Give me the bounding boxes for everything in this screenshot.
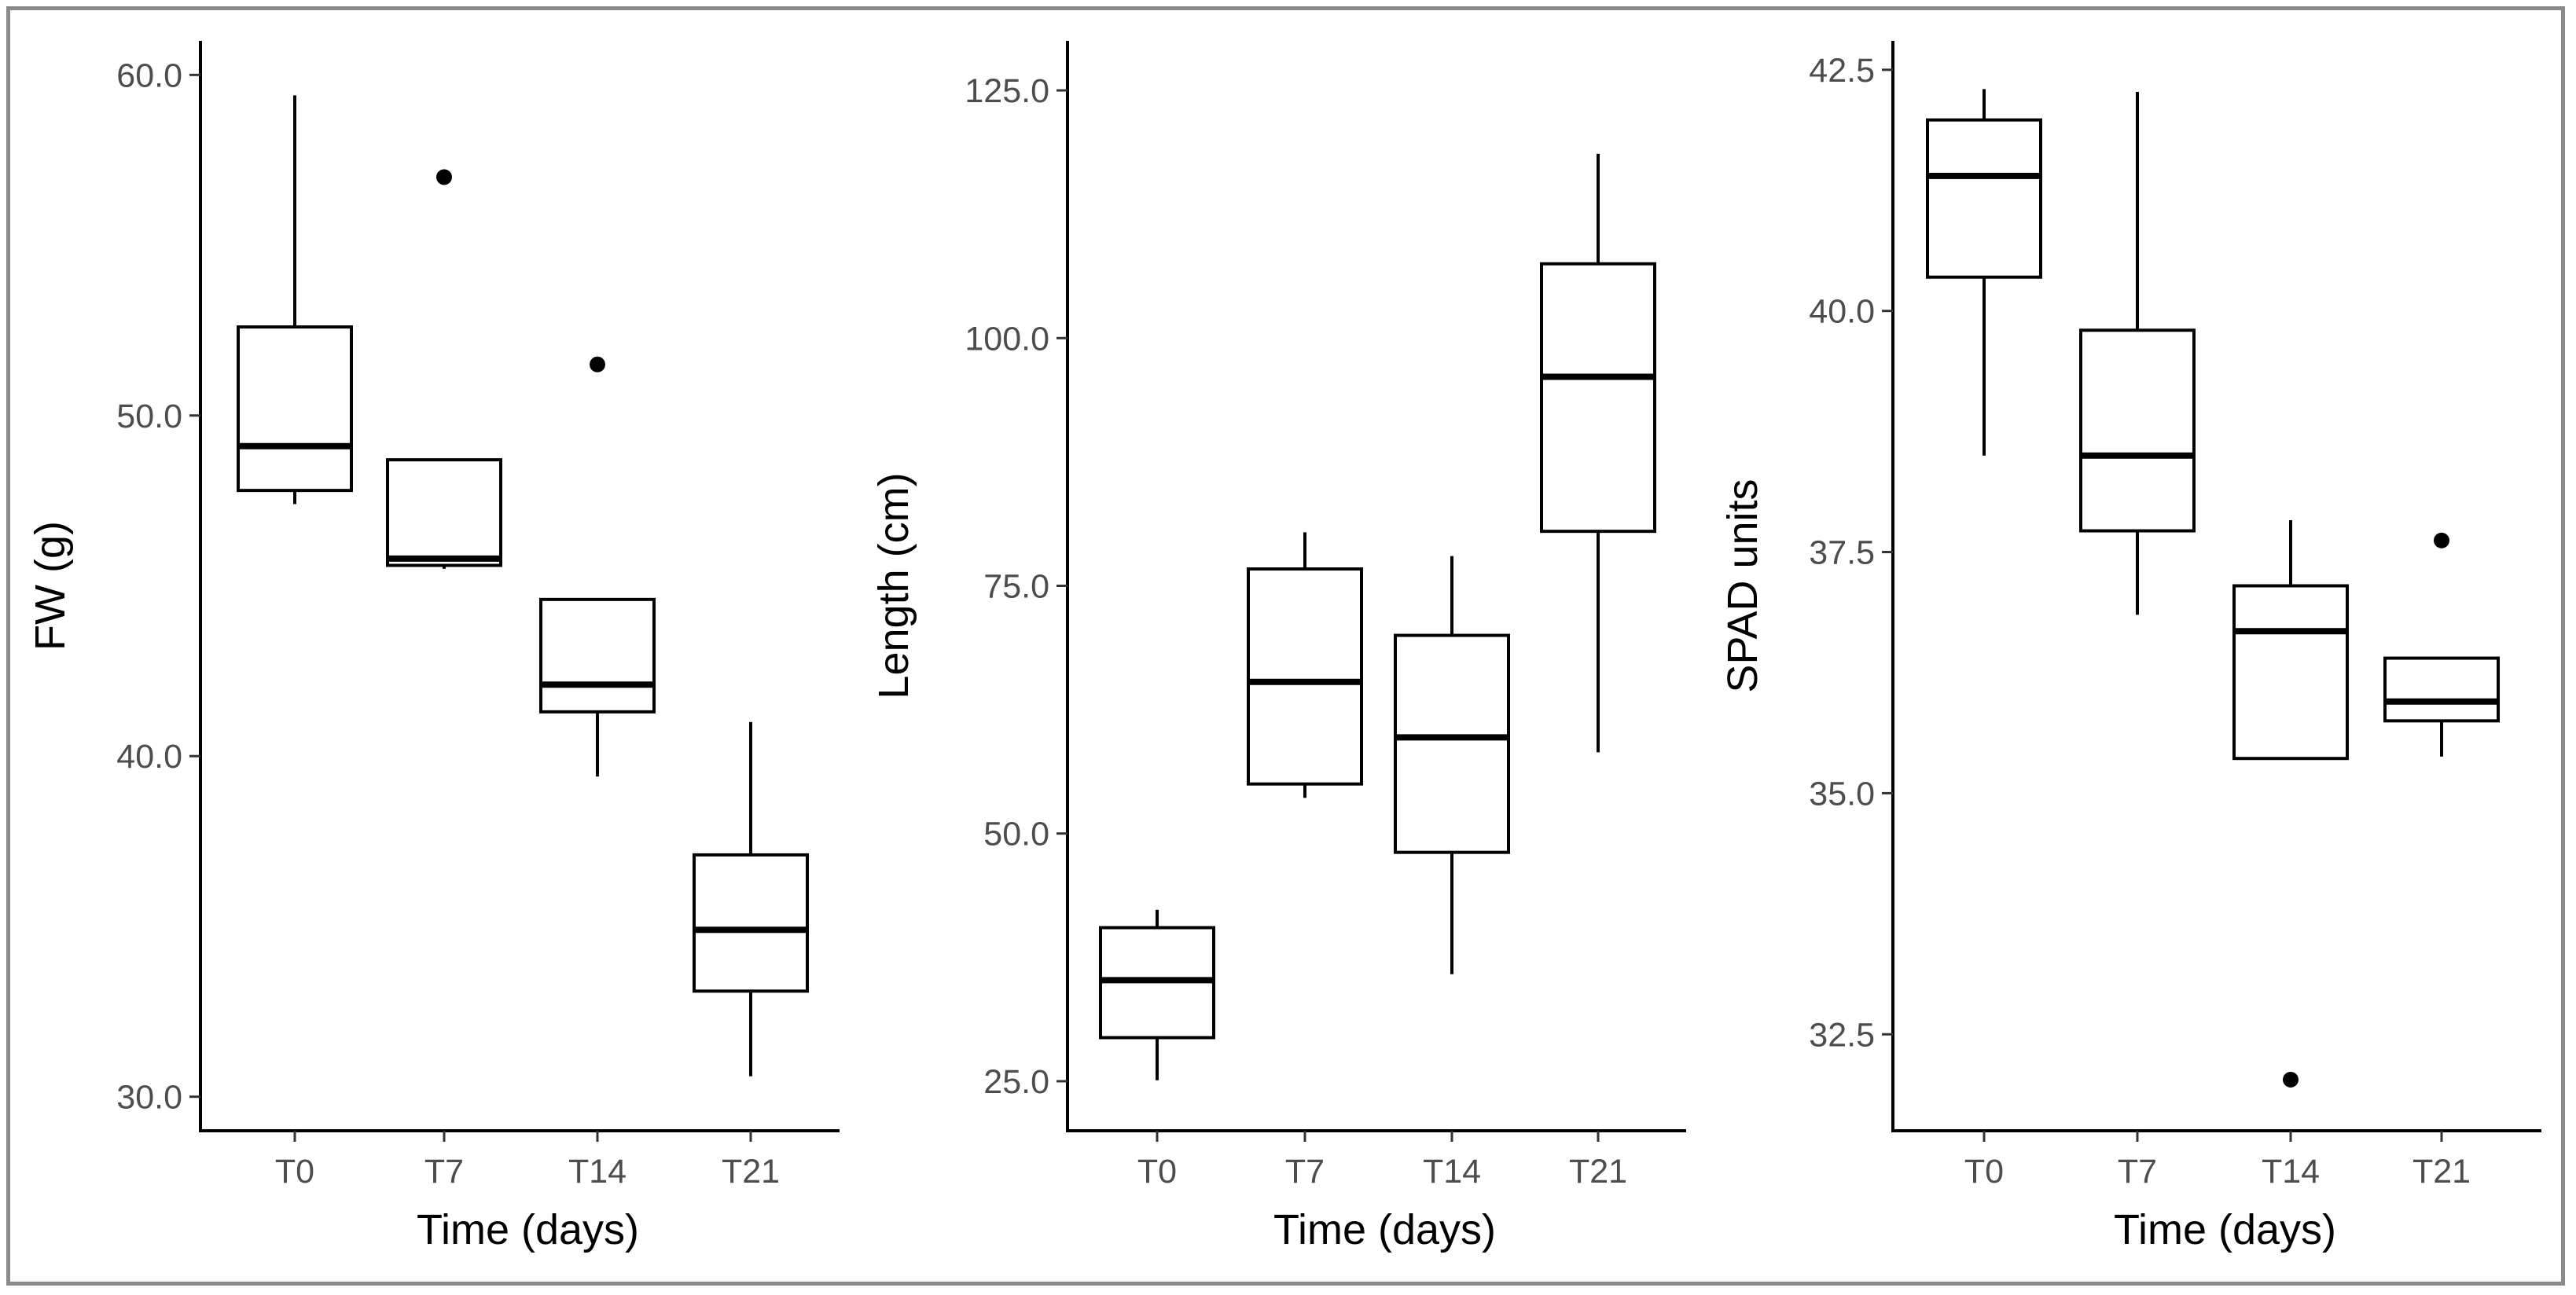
panel3-box-t21-body bbox=[2383, 656, 2500, 723]
panel1-y-tick-label: 40.0 bbox=[116, 738, 182, 776]
panel2-box-t7-body bbox=[1247, 567, 1363, 786]
panel2-x-axis-title: Time (days) bbox=[1273, 1206, 1496, 1253]
panel3-box-t14-body bbox=[2232, 584, 2349, 761]
panel3-box-t0-body bbox=[1926, 118, 2042, 279]
panel1-box-t14-outlier bbox=[590, 356, 605, 372]
panel1-box-t7-body bbox=[386, 458, 502, 567]
panel1-y-tick-label: 30.0 bbox=[116, 1079, 182, 1117]
panel1-x-tick-label: T14 bbox=[568, 1153, 627, 1190]
panel3-x-axis-title: Time (days) bbox=[2114, 1206, 2336, 1253]
panel3-y-tick-label: 42.5 bbox=[1809, 52, 1875, 90]
panel1-y-axis-title: FW (g) bbox=[27, 521, 74, 651]
panel3-y-tick-label: 32.5 bbox=[1809, 1016, 1875, 1054]
panel3-y-tick-label: 37.5 bbox=[1809, 534, 1875, 572]
panel3-x-tick-label: T14 bbox=[2262, 1153, 2320, 1190]
panel3-y-tick-label: 35.0 bbox=[1809, 775, 1875, 813]
panel2-x-tick-label: T0 bbox=[1137, 1153, 1177, 1190]
panel1-box-t14-body bbox=[539, 597, 656, 714]
panel1-y-tick-label: 60.0 bbox=[116, 57, 182, 94]
panel2-y-tick-label: 50.0 bbox=[983, 816, 1049, 853]
panel3-y-axis-title: SPAD units bbox=[1719, 479, 1766, 692]
panel1-x-tick-label: T7 bbox=[424, 1153, 464, 1190]
panel3-y-tick-label: 40.0 bbox=[1809, 293, 1875, 331]
panel3-box-t7-body bbox=[2079, 328, 2196, 533]
panel3-box-t14-outlier bbox=[2283, 1071, 2299, 1088]
panel2-box-t14-body bbox=[1394, 633, 1510, 854]
panel3-box-t21-outlier bbox=[2434, 532, 2449, 548]
panel2-y-tick-label: 25.0 bbox=[983, 1063, 1049, 1101]
panel2-x-tick-label: T21 bbox=[1569, 1153, 1627, 1190]
panel1-x-tick-label: T0 bbox=[275, 1153, 314, 1190]
panel2-x-tick-label: T14 bbox=[1423, 1153, 1481, 1190]
panel1-box-t7-outlier bbox=[436, 169, 452, 185]
panel2-y-tick-label: 75.0 bbox=[983, 568, 1049, 606]
panel3-x-tick-label: T7 bbox=[2118, 1153, 2157, 1190]
panel2-x-tick-label: T7 bbox=[1285, 1153, 1325, 1190]
panel2-box-t21-body bbox=[1540, 262, 1656, 534]
panel1-x-tick-label: T21 bbox=[722, 1153, 780, 1190]
panel2-y-tick-label: 125.0 bbox=[965, 72, 1049, 110]
panel2-y-tick-label: 100.0 bbox=[965, 320, 1049, 358]
panel1-x-axis-title: Time (days) bbox=[417, 1206, 639, 1253]
panel1-y-tick-label: 50.0 bbox=[116, 398, 182, 435]
panel1-box-t0-body bbox=[237, 325, 353, 493]
panel3-x-tick-label: T21 bbox=[2412, 1153, 2471, 1190]
panel3-x-tick-label: T0 bbox=[1964, 1153, 2004, 1190]
panel2-y-axis-title: Length (cm) bbox=[870, 472, 917, 699]
panel1-box-t21-body bbox=[693, 853, 809, 993]
